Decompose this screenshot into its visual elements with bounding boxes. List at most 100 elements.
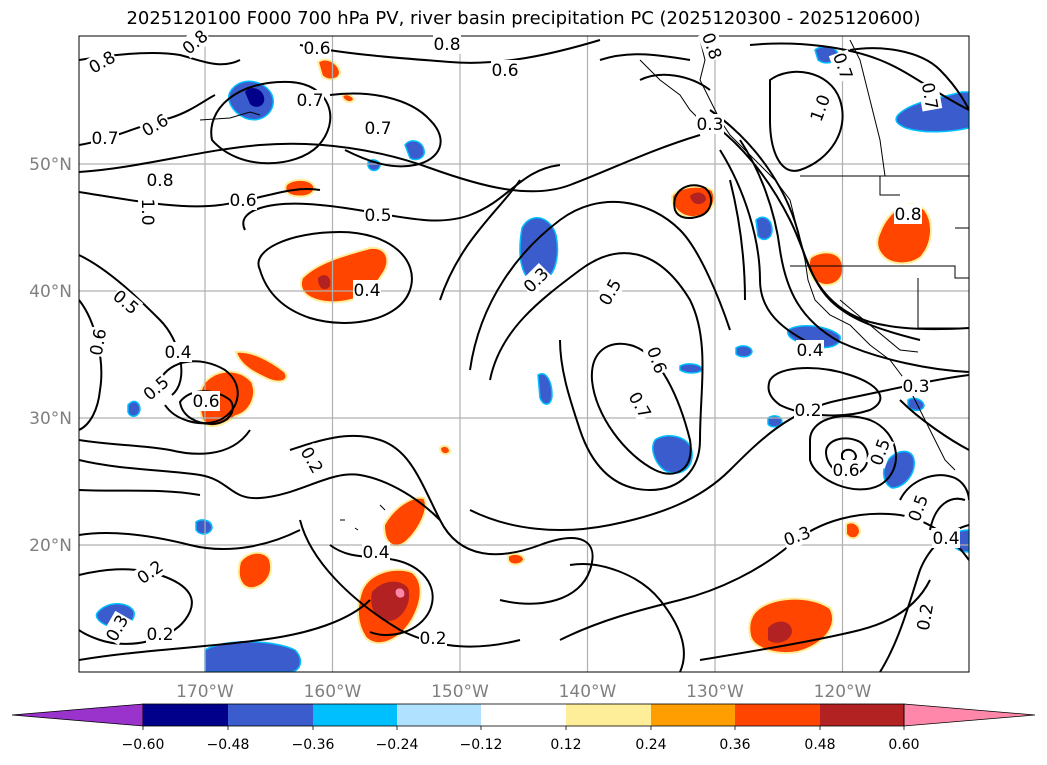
precip-negative-area xyxy=(767,415,783,428)
colorbar-tick-label: −0.24 xyxy=(376,737,419,753)
contour-label-backing xyxy=(491,60,519,80)
contour-label-backing xyxy=(192,391,220,411)
pv-contour-line xyxy=(899,399,969,451)
precip-positive-area xyxy=(768,621,792,643)
contour-label-group: 0.6 xyxy=(229,190,257,211)
contour-label: 0.8 xyxy=(146,171,173,191)
pv-contour-line xyxy=(159,360,239,425)
plot-frame xyxy=(78,35,970,673)
colorbar-segment xyxy=(820,704,904,726)
contour-label-backing xyxy=(794,400,822,420)
pv-contour-line xyxy=(79,188,321,208)
contour-label-group: 0.6 xyxy=(85,326,111,358)
contour-label-backing xyxy=(364,118,392,138)
precip-positive-area xyxy=(234,350,288,383)
lat-tick-label: 50°N xyxy=(29,155,72,175)
contour-label-group: 0.2 xyxy=(146,624,174,645)
contour-label-backing xyxy=(146,624,174,644)
contour-label-group: 0.8 xyxy=(894,204,922,225)
contour-label-backing xyxy=(91,128,119,148)
colorbar-segment xyxy=(143,704,228,726)
contour-label-group: 0.6 xyxy=(192,391,220,412)
pv-contour-line xyxy=(79,529,301,551)
colorbar-tick-label: −0.12 xyxy=(460,737,503,753)
pv-contour-line xyxy=(79,254,183,396)
lon-tick-label: 120°W xyxy=(814,682,872,702)
precipitation-shading xyxy=(95,45,969,672)
contour-label-backing xyxy=(796,340,824,360)
colorbar-tick-label: −0.60 xyxy=(122,737,165,753)
contour-label: 0.6 xyxy=(87,327,111,357)
contour-label-group: 0.4 xyxy=(164,342,192,363)
pv-contour-line xyxy=(489,252,704,492)
contour-label-backing xyxy=(138,371,174,405)
contour-label-group: 0.6 xyxy=(832,460,860,481)
contour-label-group: 0.8 xyxy=(146,170,174,191)
contour-label: 0.8 xyxy=(894,205,921,225)
pv-contour-line xyxy=(289,434,594,605)
pv-contour-line xyxy=(809,415,897,491)
contour-label: 0.8 xyxy=(433,35,460,55)
precip-positive-area xyxy=(507,552,526,566)
pv-contour-line xyxy=(79,489,201,496)
contour-label-group: 0.2 xyxy=(912,601,938,633)
contour-label-group: 0.7 xyxy=(296,90,324,111)
pv-contour-line xyxy=(79,568,193,645)
contour-label: 0.4 xyxy=(796,341,823,361)
contour-label-group: 0.8 xyxy=(433,34,461,55)
contour-label: 1.0 xyxy=(137,198,157,225)
contour-label: 0.4 xyxy=(362,543,389,563)
contour-label-backing xyxy=(697,29,727,63)
precip-positive-area xyxy=(438,444,452,456)
colorbar-extend-high xyxy=(903,703,1036,727)
precip-negative-area xyxy=(537,373,553,405)
colorbar-segment xyxy=(481,704,566,726)
contour-label: 0.2 xyxy=(794,401,821,421)
lat-tick-label: 40°N xyxy=(29,282,72,302)
contour-label-group: 0.2 xyxy=(794,400,822,421)
contour-label: 0.5 xyxy=(364,206,391,226)
contour-label-backing xyxy=(433,34,461,54)
contour-label: 0.6 xyxy=(192,392,219,412)
pv-contour-line xyxy=(673,184,712,219)
contour-label: 0.2 xyxy=(419,629,446,649)
contour-label-backing xyxy=(865,435,895,469)
pv-contour-line xyxy=(79,134,701,193)
coastline xyxy=(639,59,701,121)
precip-negative-area xyxy=(679,363,703,374)
precip-negative-area xyxy=(735,345,753,358)
contour-label-backing xyxy=(624,387,656,423)
contour-label: 0.7 xyxy=(296,91,323,111)
pv-contour-line xyxy=(439,179,521,301)
pv-contour-line xyxy=(767,367,882,417)
colorbar-tick-label: −0.48 xyxy=(207,737,250,753)
pv-contour-line xyxy=(599,53,691,61)
precip-positive-area xyxy=(690,192,706,205)
contour-label-backing xyxy=(780,521,814,551)
contour-label-backing xyxy=(828,49,858,83)
colorbar-tick-label: 0.36 xyxy=(719,737,750,753)
pv-contour-line xyxy=(210,80,332,165)
map-title: 2025120100 F000 700 hPa PV, river basin … xyxy=(126,8,921,29)
contour-label-backing xyxy=(164,342,192,362)
pv-contour-line xyxy=(849,47,969,111)
plot-area xyxy=(79,36,969,672)
pv-contour-line xyxy=(709,109,969,331)
coastline xyxy=(340,504,386,531)
pv-contour-line xyxy=(469,200,731,371)
contour-label-backing xyxy=(832,460,860,480)
contour-label-backing xyxy=(84,46,120,78)
contour-label-backing xyxy=(696,114,724,134)
precip-positive-area xyxy=(237,551,272,590)
contour-label-backing xyxy=(132,555,168,589)
contour-label-group: 0.4 xyxy=(932,528,960,549)
contour-label-backing xyxy=(296,442,328,478)
pv-contour-line xyxy=(769,70,844,172)
contour-label: 0.6 xyxy=(491,61,518,81)
pv-contour-line xyxy=(242,164,561,231)
precip-negative-area xyxy=(245,88,265,107)
precip-positive-area xyxy=(318,275,331,290)
contour-label-group: 0.6 xyxy=(303,38,331,59)
lat-tick-label: 30°N xyxy=(29,409,72,429)
